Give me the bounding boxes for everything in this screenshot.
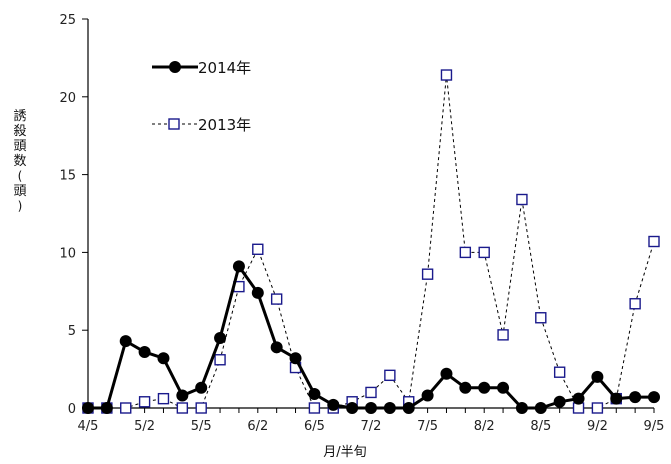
data-point-circle	[232, 260, 245, 273]
data-point-circle	[440, 367, 453, 380]
data-point-square	[384, 369, 396, 382]
data-point-square	[478, 246, 490, 259]
data-point-circle	[365, 402, 377, 414]
series-2014	[82, 260, 660, 414]
x-tick-label: 7/5	[417, 419, 438, 434]
y-tick-label: 0	[68, 402, 76, 417]
data-point-circle	[327, 398, 340, 411]
data-point-square	[270, 293, 283, 305]
y-tick-label: 20	[59, 91, 76, 106]
data-point-square	[591, 402, 604, 414]
y-axis-title-char: 殺	[13, 124, 26, 139]
y-axis-title-char: 頭	[13, 184, 26, 199]
data-point-circle	[459, 381, 472, 394]
data-point-circle	[515, 402, 528, 414]
x-tick-label: 5/5	[191, 419, 212, 434]
x-tick-label: 4/5	[78, 419, 99, 434]
data-point-circle	[421, 389, 434, 402]
data-point-circle	[251, 286, 264, 299]
data-point-circle	[289, 352, 302, 365]
x-tick-label: 6/5	[304, 419, 325, 434]
data-point-circle	[402, 402, 415, 414]
y-tick-label: 10	[59, 246, 76, 261]
data-point-square	[648, 235, 660, 248]
data-point-square	[535, 312, 547, 324]
data-point-circle	[591, 370, 604, 383]
data-point-circle	[214, 331, 227, 344]
y-axis-title-char: 頭	[13, 139, 26, 154]
data-point-square	[553, 366, 566, 378]
data-point-square	[629, 298, 641, 310]
data-point-square	[308, 402, 321, 414]
legend: 2014年 2013年	[152, 59, 251, 134]
data-point-circle	[100, 402, 113, 414]
x-tick-label: 8/5	[530, 419, 551, 434]
y-axis-title-char: 誘	[13, 109, 26, 124]
data-point-circle	[308, 387, 321, 400]
y-tick-label: 25	[59, 13, 76, 28]
data-point-square	[176, 402, 189, 414]
data-point-circle	[553, 395, 566, 408]
legend-marker-2013	[168, 118, 180, 130]
x-tick-label: 5/2	[134, 419, 155, 434]
data-point-circle	[157, 352, 170, 365]
data-point-circle	[176, 389, 189, 402]
data-point-circle	[572, 392, 585, 405]
x-ticks: 4/5 5/2 5/5 6/2 6/5 7/2 7/5 8/2 8/5 9/2 9/5	[78, 408, 665, 434]
data-point-circle	[534, 402, 547, 414]
data-point-circle	[383, 402, 396, 414]
data-point-circle	[82, 402, 94, 414]
data-point-circle	[648, 391, 660, 404]
data-point-circle	[497, 381, 510, 394]
data-point-circle	[270, 341, 283, 354]
data-point-square	[421, 268, 434, 280]
y-axis-title: 誘殺頭数(頭)	[13, 109, 26, 213]
x-tick-label: 9/5	[644, 419, 665, 434]
data-point-square	[459, 246, 472, 259]
axes	[87, 19, 654, 409]
x-tick-label: 8/2	[474, 419, 495, 434]
data-point-circle	[346, 402, 359, 414]
y-axis-title-char: 数	[13, 154, 26, 169]
data-point-square	[516, 193, 528, 206]
x-tick-label: 6/2	[247, 419, 268, 434]
data-point-square	[120, 402, 132, 414]
x-axis-title: 月/半旬	[323, 445, 366, 460]
x-tick-label: 9/2	[587, 419, 608, 434]
legend-label-2013: 2013年	[198, 116, 251, 134]
data-point-square	[365, 386, 377, 399]
data-point-square	[138, 396, 151, 408]
y-ticks: 0 5 10 15 20 25	[59, 13, 88, 417]
data-point-circle	[629, 391, 642, 404]
legend-marker-2014	[169, 61, 181, 73]
data-point-square	[195, 402, 207, 414]
data-point-square	[252, 243, 264, 255]
data-point-square	[157, 392, 170, 405]
y-tick-label: 15	[59, 169, 76, 184]
data-point-circle	[195, 381, 208, 394]
y-tick-label: 5	[68, 324, 76, 339]
legend-label-2014: 2014年	[198, 59, 251, 77]
data-point-square	[497, 329, 509, 341]
series-layer	[82, 69, 660, 414]
data-point-circle	[119, 335, 132, 348]
data-point-circle	[610, 392, 623, 405]
y-axis-title-char: )	[18, 199, 23, 213]
x-tick-label: 7/2	[361, 419, 382, 434]
data-point-circle	[478, 381, 491, 394]
data-point-square	[440, 69, 453, 81]
data-point-circle	[138, 345, 151, 358]
y-axis-title-char: (	[18, 169, 23, 183]
data-point-square	[214, 354, 226, 366]
